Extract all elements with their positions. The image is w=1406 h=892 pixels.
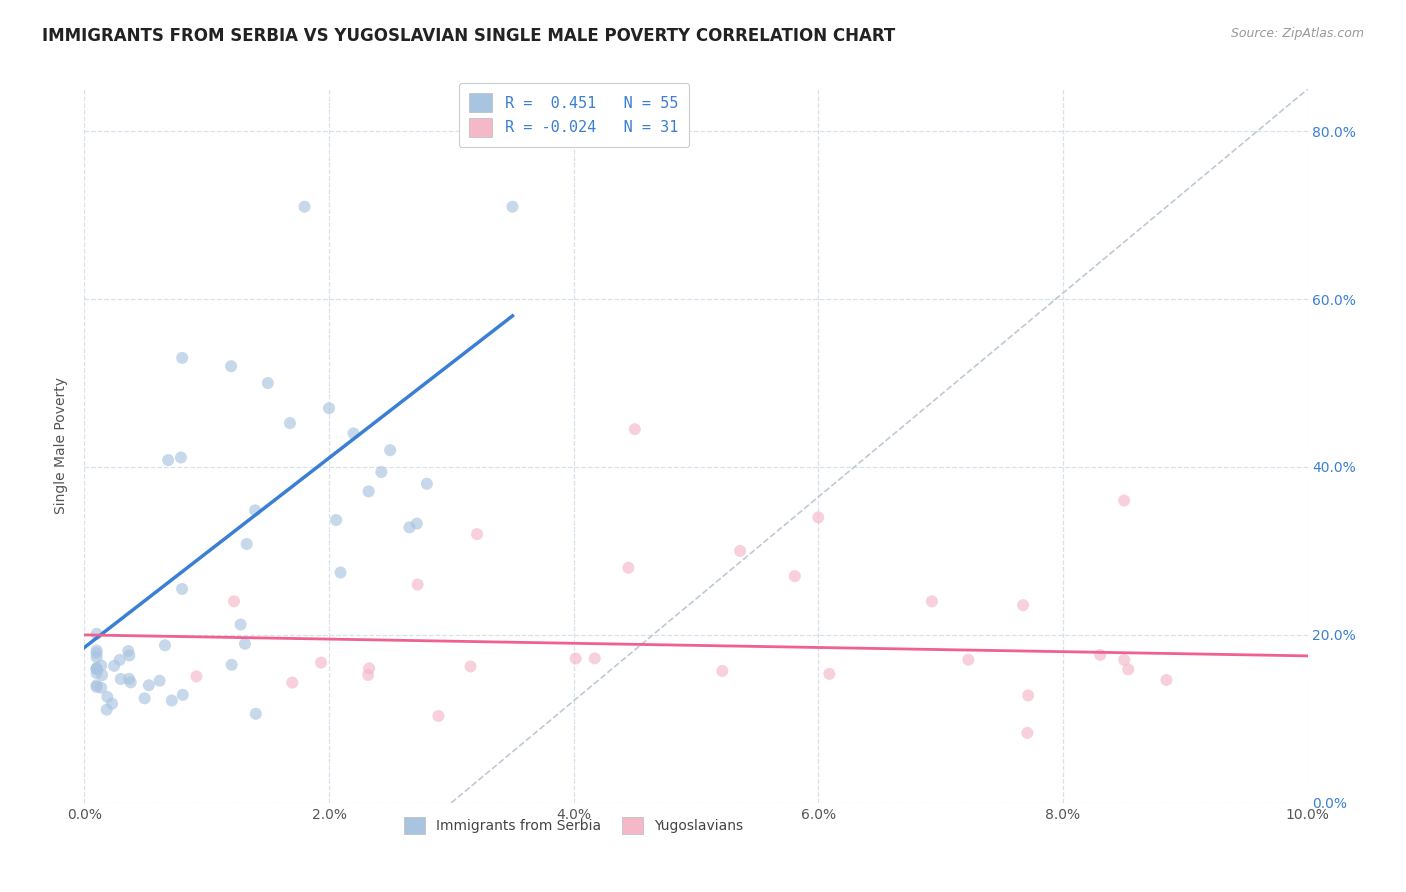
Point [96,703,118,717]
Point [1116,662,1139,676]
Point [134,691,156,706]
Point [86,643,108,657]
Point [309,656,332,670]
Point [624,422,647,436]
Text: Source: ZipAtlas.com: Source: ZipAtlas.com [1230,27,1364,40]
Point [243,503,266,517]
Point [357,668,380,682]
Point [86,650,108,665]
Point [108,653,131,667]
Point [170,450,193,465]
Point [1012,598,1035,612]
Point [153,638,176,652]
Point [186,669,208,683]
Point [257,376,280,390]
Point [221,657,243,672]
Point [278,416,301,430]
Point [294,200,316,214]
Point [157,453,180,467]
Point [86,680,108,694]
Legend: Immigrants from Serbia, Yugoslavians: Immigrants from Serbia, Yugoslavians [396,809,751,842]
Point [465,527,488,541]
Point [398,520,420,534]
Point [325,513,347,527]
Point [90,681,112,695]
Point [1017,689,1039,703]
Point [406,577,429,591]
Point [281,675,304,690]
Point [86,627,108,641]
Point [617,560,640,574]
Point [172,351,194,365]
Point [1156,673,1178,687]
Point [1114,493,1136,508]
Point [380,443,402,458]
Point [416,476,439,491]
Point [1114,653,1136,667]
Text: IMMIGRANTS FROM SERBIA VS YUGOSLAVIAN SINGLE MALE POVERTY CORRELATION CHART: IMMIGRANTS FROM SERBIA VS YUGOSLAVIAN SI… [42,27,896,45]
Point [370,465,392,479]
Point [86,661,108,675]
Point [86,665,108,680]
Point [711,664,734,678]
Point [172,582,194,596]
Point [86,678,108,692]
Point [86,646,108,660]
Point [957,653,980,667]
Point [118,648,141,663]
Point [90,658,112,673]
Point [91,668,114,682]
Point [149,673,172,688]
Point [245,706,267,721]
Point [138,678,160,692]
Point [357,484,380,499]
Point [172,688,194,702]
Point [86,661,108,675]
Point [235,537,257,551]
Point [101,697,124,711]
Point [342,426,364,441]
Point [728,544,751,558]
Point [359,661,381,675]
Point [564,651,586,665]
Point [233,637,256,651]
Point [103,658,125,673]
Point [110,672,132,686]
Point [921,594,943,608]
Point [117,644,139,658]
Point [229,617,252,632]
Point [329,566,352,580]
Point [86,662,108,676]
Point [502,200,524,214]
Point [96,690,118,704]
Point [783,569,806,583]
Point [807,510,830,524]
Point [1017,726,1039,740]
Point [583,651,606,665]
Point [427,709,450,723]
Point [120,675,142,690]
Point [160,693,183,707]
Point [318,401,340,416]
Point [405,516,427,531]
Point [222,594,245,608]
Point [118,672,141,686]
Point [818,666,841,681]
Point [219,359,242,374]
Point [460,659,482,673]
Point [1088,648,1111,662]
Y-axis label: Single Male Poverty: Single Male Poverty [55,377,69,515]
